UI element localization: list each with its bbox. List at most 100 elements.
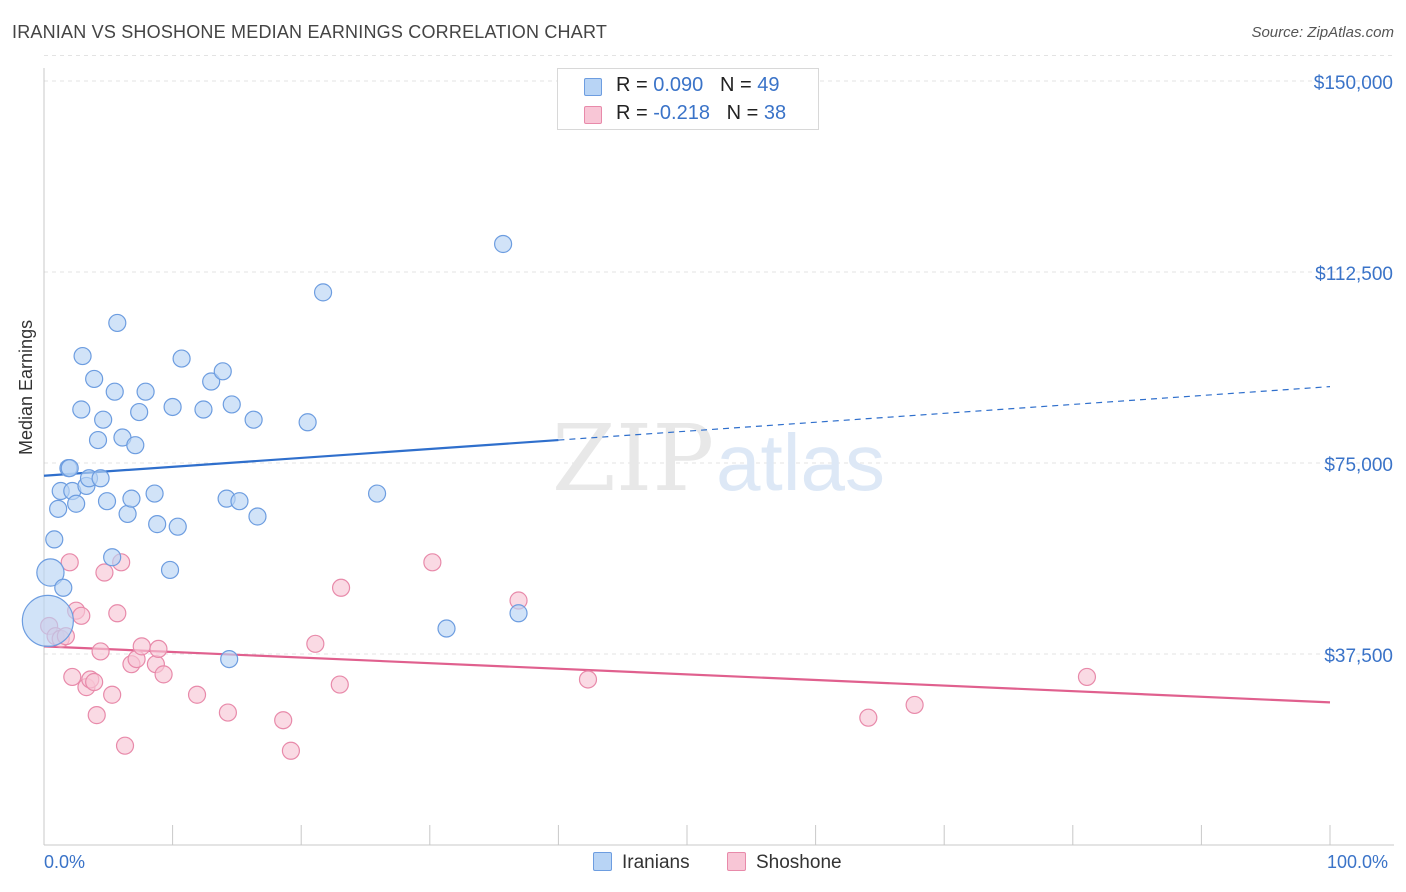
legend-n-label: N = xyxy=(726,102,764,124)
data-point-iranians xyxy=(145,484,164,503)
trend-lines xyxy=(43,386,1331,704)
data-point-iranians xyxy=(222,395,241,414)
data-point-iranians xyxy=(168,517,187,536)
data-point-shoshone xyxy=(330,675,349,694)
data-point-shoshone xyxy=(91,642,110,661)
data-point-shoshone xyxy=(95,563,114,582)
correlation-legend: R = 0.090 N = 49 R = -0.218 N = 38 xyxy=(557,68,819,130)
data-point-iranians xyxy=(45,530,64,549)
data-point-shoshone xyxy=(108,604,127,623)
data-point-shoshone xyxy=(859,708,878,727)
data-point-iranians xyxy=(94,410,113,429)
trend-line-shoshone xyxy=(43,645,1331,704)
x-tick-label-min: 0.0% xyxy=(44,852,86,872)
data-point-iranians xyxy=(105,382,124,401)
data-point-iranians xyxy=(67,494,86,513)
legend-swatch-iranians xyxy=(584,78,602,96)
axes xyxy=(43,68,1394,846)
y-tick-label: $37,500 xyxy=(1324,646,1393,667)
y-tick-label: $150,000 xyxy=(1314,73,1393,94)
data-point-iranians xyxy=(36,558,65,587)
data-point-iranians xyxy=(97,492,117,511)
legend-r-label: R = xyxy=(616,74,654,96)
legend-n-label: N = xyxy=(719,74,758,96)
data-point-shoshone xyxy=(63,667,82,687)
x-tick-label-max: 100.0% xyxy=(1327,852,1389,872)
data-point-shoshone xyxy=(60,553,79,572)
source-label: Source: ZipAtlas.com xyxy=(1251,24,1394,41)
data-point-iranians xyxy=(49,499,68,518)
data-point-iranians xyxy=(213,362,232,381)
iranian-points xyxy=(21,234,528,669)
data-point-shoshone xyxy=(578,670,598,689)
data-point-iranians xyxy=(126,436,145,455)
data-point-shoshone xyxy=(1077,667,1097,687)
chart-title: IRANIAN VS SHOSHONE MEDIAN EARNINGS CORR… xyxy=(12,22,608,42)
legend-r-value-iranians: 0.090 xyxy=(653,74,704,96)
data-point-shoshone xyxy=(218,703,237,722)
data-point-iranians xyxy=(85,369,104,389)
data-point-iranians xyxy=(130,402,149,422)
data-point-shoshone xyxy=(154,665,173,684)
data-point-shoshone xyxy=(423,553,442,572)
legend-swatch-shoshone xyxy=(584,106,602,124)
data-point-shoshone xyxy=(87,706,106,725)
data-point-iranians xyxy=(367,484,387,503)
watermark-zip: ZIP xyxy=(552,405,714,512)
data-point-shoshone xyxy=(306,634,325,653)
trend-line-extension-iranians xyxy=(558,386,1331,441)
data-point-shoshone xyxy=(85,672,104,692)
data-point-iranians xyxy=(88,430,108,450)
legend-n-value-iranians: 49 xyxy=(757,74,780,96)
shoshone-points xyxy=(40,553,1097,760)
data-point-iranians xyxy=(494,234,513,254)
data-point-iranians xyxy=(108,313,127,333)
trend-line-iranians xyxy=(43,438,559,477)
data-point-iranians xyxy=(148,515,167,534)
data-point-shoshone xyxy=(72,606,91,625)
bottom-legend-label-iranians: Iranians xyxy=(622,852,690,873)
data-point-shoshone xyxy=(187,685,207,704)
bottom-legend-iranians[interactable]: Iranians xyxy=(593,852,690,874)
data-point-iranians xyxy=(298,413,317,432)
data-point-shoshone xyxy=(149,639,168,659)
data-point-shoshone xyxy=(281,741,301,760)
data-point-iranians xyxy=(248,507,267,526)
watermark: ZIP atlas xyxy=(552,405,885,512)
data-point-shoshone xyxy=(103,685,122,704)
data-point-iranians xyxy=(437,619,456,638)
data-point-shoshone xyxy=(905,695,924,715)
data-point-shoshone xyxy=(331,578,351,597)
data-point-iranians xyxy=(136,382,155,401)
data-point-iranians xyxy=(73,346,92,366)
data-point-iranians xyxy=(103,548,122,567)
data-point-iranians xyxy=(220,649,239,669)
data-point-shoshone xyxy=(115,736,135,755)
bottom-legend-swatch-iranians xyxy=(593,852,612,871)
data-point-iranians xyxy=(60,458,79,478)
gridlines xyxy=(44,55,1394,655)
data-point-iranians xyxy=(91,469,110,488)
legend-r-value-shoshone: -0.218 xyxy=(653,102,710,124)
watermark-atlas: atlas xyxy=(716,418,885,507)
bottom-legend-swatch-shoshone xyxy=(727,852,746,871)
data-point-iranians xyxy=(194,400,213,419)
bottom-legend-shoshone[interactable]: Shoshone xyxy=(727,852,842,874)
data-point-iranians xyxy=(72,400,91,419)
data-point-iranians xyxy=(122,489,141,508)
data-point-iranians xyxy=(230,492,249,511)
data-point-iranians xyxy=(172,349,191,368)
y-tick-label: $112,500 xyxy=(1315,264,1393,285)
data-point-iranians xyxy=(313,283,333,302)
y-tick-labels: $37,500 $75,000 $112,500 $150,000 xyxy=(1314,73,1393,667)
legend-n-value-shoshone: 38 xyxy=(763,102,787,124)
data-point-iranians xyxy=(244,410,263,429)
data-point-iranians xyxy=(160,560,180,580)
data-point-shoshone xyxy=(274,711,293,730)
data-point-iranians xyxy=(54,578,73,597)
data-point-iranians xyxy=(509,604,528,623)
y-tick-label: $75,000 xyxy=(1324,455,1393,476)
data-point-iranians xyxy=(118,504,137,524)
data-point-iranians xyxy=(21,594,74,647)
